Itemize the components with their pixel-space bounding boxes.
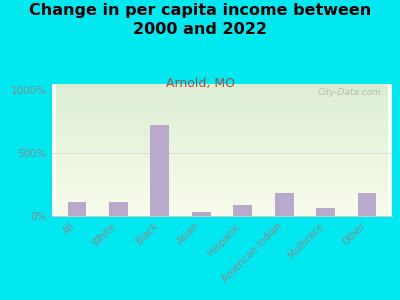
Text: Change in per capita income between
2000 and 2022: Change in per capita income between 2000…	[29, 3, 371, 37]
Text: Arnold, MO: Arnold, MO	[166, 76, 234, 89]
Bar	[150, 125, 169, 216]
Bar	[68, 202, 86, 216]
Bar	[109, 202, 128, 216]
Bar	[234, 205, 252, 216]
Bar	[192, 212, 210, 216]
Bar	[358, 193, 376, 216]
Text: City-Data.com: City-Data.com	[318, 88, 382, 97]
Bar	[275, 193, 294, 216]
Bar	[316, 208, 335, 216]
